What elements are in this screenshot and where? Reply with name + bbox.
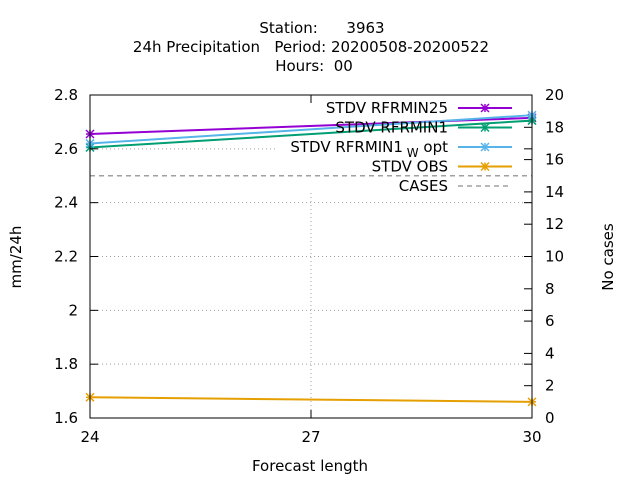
- legend-marker: [480, 142, 490, 152]
- series-line: [89, 396, 533, 403]
- x-tick-label: 30: [522, 428, 541, 446]
- title-line-1: Station: 3963: [259, 19, 384, 37]
- y2-tick-label: 0: [545, 409, 555, 427]
- legend-marker: [480, 103, 490, 113]
- y-tick-label: 2: [68, 301, 78, 319]
- legend-entry-2: STDV RFRMIN1 W opt: [290, 138, 512, 160]
- legend-label: CASES: [399, 177, 448, 195]
- x-axis-label: Forecast length: [252, 457, 368, 475]
- legend-entry-1: STDV RFRMIN1: [335, 119, 512, 137]
- y2-tick-label: 18: [545, 118, 564, 136]
- title-line-3: Hours: 00: [275, 57, 353, 75]
- series-line: [89, 114, 533, 145]
- y-tick-label: 1.8: [54, 355, 78, 373]
- legend-marker: [480, 161, 490, 172]
- y-axis-label: mm/24h: [7, 226, 25, 289]
- x-tick-label: 24: [80, 428, 99, 446]
- y2-tick-label: 14: [545, 183, 564, 201]
- chart-title: Station: 3963 24h Precipitation Period: …: [133, 19, 489, 75]
- legend-label: STDV RFRMIN1 W opt: [290, 138, 448, 160]
- grid: [90, 148, 532, 418]
- y-tick-label: 2.2: [54, 248, 78, 266]
- y2-tick-label: 8: [545, 280, 555, 298]
- series-line: [89, 119, 533, 149]
- legend-label: STDV RFRMIN25: [326, 99, 448, 117]
- y-tick-label: 2.8: [54, 86, 78, 104]
- y2-tick-label: 16: [545, 151, 564, 169]
- x-tick-label: 27: [301, 428, 320, 446]
- legend-entry-0: STDV RFRMIN25: [326, 99, 512, 117]
- title-line-2: 24h Precipitation Period: 20200508-20200…: [133, 38, 489, 56]
- legend-marker: [480, 122, 490, 133]
- y-tick-label: 2.6: [54, 140, 78, 158]
- legend-label: STDV OBS: [372, 158, 448, 176]
- legend-label: STDV RFRMIN1: [335, 119, 448, 137]
- legend-entry-3: STDV OBS: [372, 158, 512, 176]
- y2-tick-label: 2: [545, 377, 555, 395]
- y2-tick-label: 12: [545, 215, 564, 233]
- y-tick-label: 2.4: [54, 194, 78, 212]
- y2-tick-label: 4: [545, 344, 555, 362]
- y2-tick-label: 20: [545, 86, 564, 104]
- y2-tick-label: 10: [545, 248, 564, 266]
- y2-tick-label: 6: [545, 312, 555, 330]
- y-tick-label: 1.6: [54, 409, 78, 427]
- series-3: [85, 392, 537, 407]
- y2-axis-label: No cases: [599, 223, 617, 291]
- legend-entry-4: CASES: [399, 177, 512, 195]
